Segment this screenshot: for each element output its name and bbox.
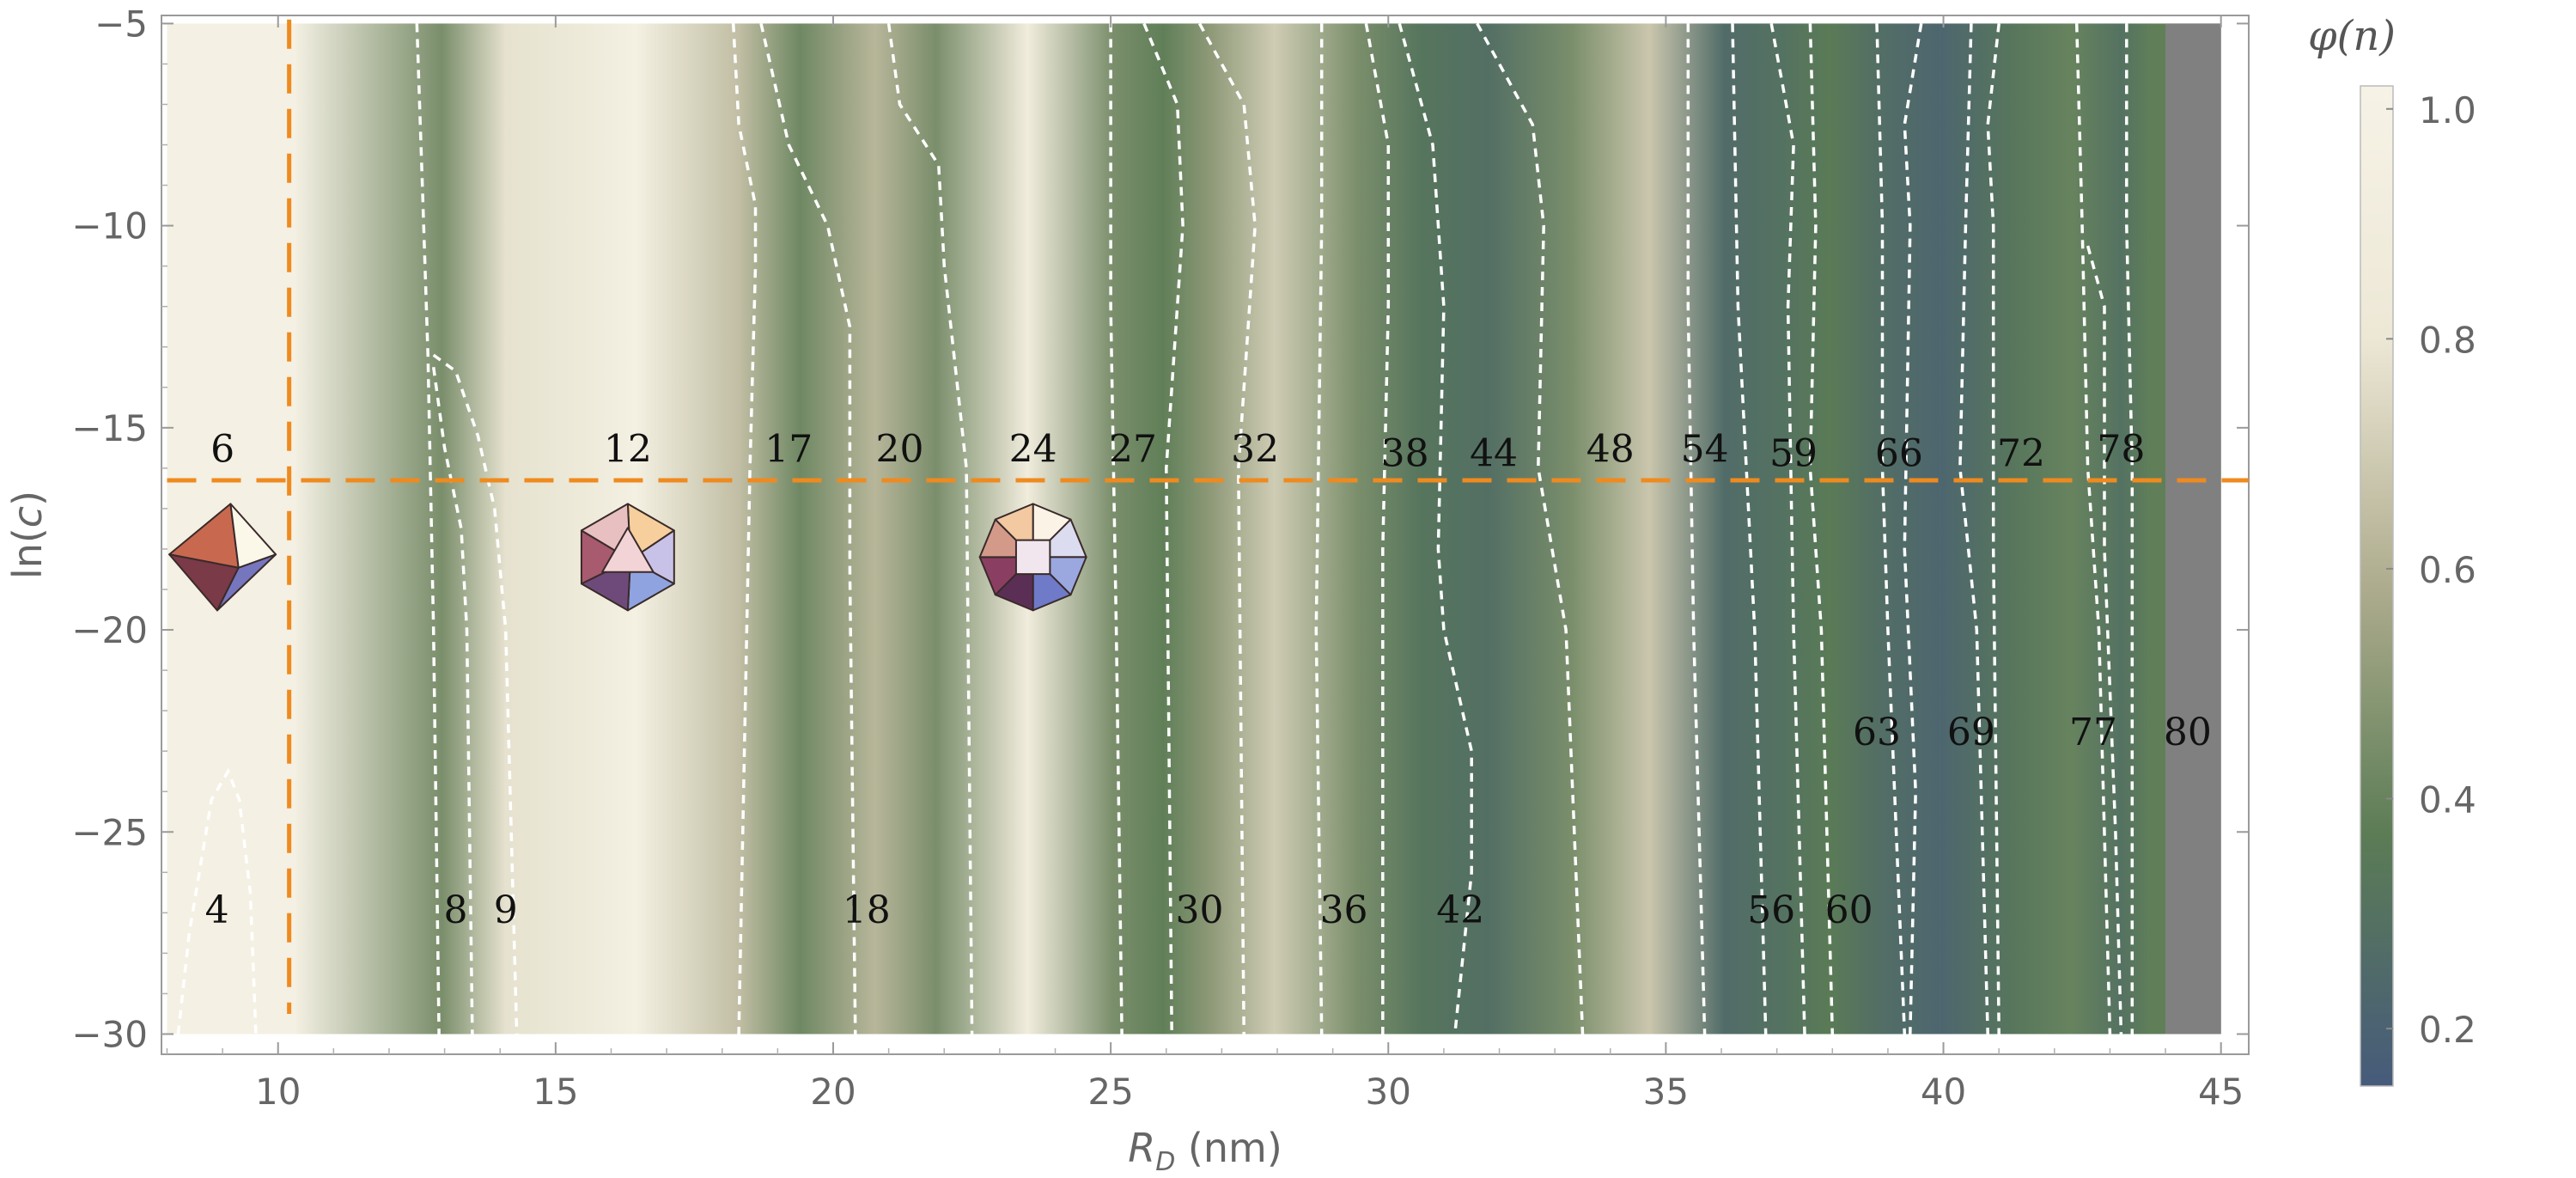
region-label: 18 bbox=[843, 888, 891, 932]
contour-line bbox=[432, 353, 519, 1035]
contour-line bbox=[1476, 22, 1585, 1035]
region-label: 30 bbox=[1176, 888, 1224, 932]
x-tick-label: 15 bbox=[533, 1071, 578, 1113]
icosahedron-icon bbox=[580, 503, 675, 612]
region-label: 54 bbox=[1681, 428, 1729, 472]
region-label: 36 bbox=[1320, 888, 1368, 932]
contour-line bbox=[1686, 23, 1707, 1035]
no-data-region bbox=[2165, 23, 2221, 1035]
heatmap-field bbox=[167, 23, 2221, 1035]
contour-lines bbox=[176, 22, 2134, 1035]
region-label: 78 bbox=[2097, 428, 2145, 472]
region-label: 9 bbox=[494, 888, 518, 932]
snub-cube-icon bbox=[978, 503, 1087, 612]
region-label: 42 bbox=[1436, 888, 1484, 932]
contour-line bbox=[1986, 23, 2001, 1035]
region-label: 24 bbox=[1009, 428, 1057, 472]
x-tick-label: 35 bbox=[1643, 1071, 1689, 1113]
colorbar-ticks: 1.0 0.8 0.6 0.4 0.2 bbox=[2386, 89, 2476, 1051]
region-label: 8 bbox=[444, 888, 468, 932]
region-label: 6 bbox=[210, 428, 234, 472]
polyhedron-insets bbox=[168, 503, 1087, 612]
region-label: 80 bbox=[2164, 711, 2212, 754]
region-label: 72 bbox=[1997, 431, 2045, 475]
y-tick-label: −15 bbox=[71, 407, 148, 449]
y-tick-label: −5 bbox=[94, 3, 148, 45]
region-label: 20 bbox=[876, 428, 924, 472]
x-tick-label: 25 bbox=[1087, 1071, 1133, 1113]
contour-line bbox=[886, 23, 974, 1035]
colorbar-tick-label: 0.2 bbox=[2419, 1009, 2476, 1051]
region-label: 69 bbox=[1947, 711, 1995, 754]
contour-line bbox=[1398, 22, 1473, 1035]
contour-line bbox=[1731, 23, 1768, 1035]
contour-line bbox=[431, 367, 474, 1035]
contour-line bbox=[2125, 23, 2134, 1035]
colorbar-tick-label: 0.6 bbox=[2419, 549, 2476, 591]
region-label: 63 bbox=[1853, 711, 1901, 754]
colorbar: φ(n) 1.0 0.8 0.6 0.4 0.2 bbox=[2308, 12, 2476, 1087]
region-label: 32 bbox=[1231, 428, 1279, 472]
region-label: 12 bbox=[604, 428, 652, 472]
contour-line bbox=[1364, 23, 1391, 1035]
contour-line bbox=[1142, 22, 1184, 1035]
colorbar-scale bbox=[2360, 85, 2394, 1087]
region-label: 48 bbox=[1586, 428, 1635, 472]
contour-line bbox=[415, 23, 441, 1035]
region-label: 59 bbox=[1769, 431, 1818, 475]
colorbar-tick-label: 0.4 bbox=[2419, 779, 2476, 821]
y-tick-label: −20 bbox=[71, 609, 148, 651]
region-label: 56 bbox=[1747, 888, 1795, 932]
x-tick-label: 10 bbox=[255, 1071, 301, 1113]
region-label: 60 bbox=[1825, 888, 1873, 932]
y-tick-label: −30 bbox=[71, 1013, 148, 1055]
contour-line bbox=[176, 767, 258, 1035]
y-axis: −5 −10 −15 −20 −25 −30 bbox=[71, 3, 2249, 1055]
colorbar-title: φ(n) bbox=[2308, 12, 2396, 60]
x-tick-label: 30 bbox=[1366, 1071, 1411, 1113]
x-tick-label: 45 bbox=[2198, 1071, 2244, 1113]
colorbar-tick-label: 0.8 bbox=[2419, 319, 2476, 361]
contour-line bbox=[1109, 23, 1124, 1035]
contour-line bbox=[731, 23, 758, 1035]
contour-line bbox=[1769, 23, 1806, 1035]
x-axis: 10 15 20 25 30 35 40 45 bbox=[166, 15, 2244, 1113]
region-label: 66 bbox=[1875, 431, 1923, 475]
region-label: 17 bbox=[764, 428, 813, 472]
y-axis-title: ln(c) bbox=[4, 491, 51, 579]
region-label: 4 bbox=[205, 888, 229, 932]
region-label: 27 bbox=[1109, 428, 1157, 472]
region-label: 38 bbox=[1381, 431, 1429, 475]
x-tick-label: 40 bbox=[1921, 1071, 1966, 1113]
contour-line bbox=[1314, 23, 1324, 1035]
octahedron-icon bbox=[168, 503, 277, 612]
y-tick-label: −25 bbox=[71, 811, 148, 853]
x-axis-title: RD (nm) bbox=[1128, 1125, 1282, 1177]
y-tick-label: −10 bbox=[71, 205, 148, 247]
contour-line bbox=[1958, 23, 1989, 1035]
region-label: 44 bbox=[1470, 431, 1518, 475]
contour-line bbox=[2086, 245, 2123, 1035]
region-label: 77 bbox=[2069, 711, 2117, 754]
contour-line bbox=[759, 23, 857, 1035]
colorbar-tick-label: 1.0 bbox=[2419, 89, 2476, 131]
x-tick-label: 20 bbox=[810, 1071, 856, 1113]
contour-line bbox=[1903, 23, 1923, 1035]
